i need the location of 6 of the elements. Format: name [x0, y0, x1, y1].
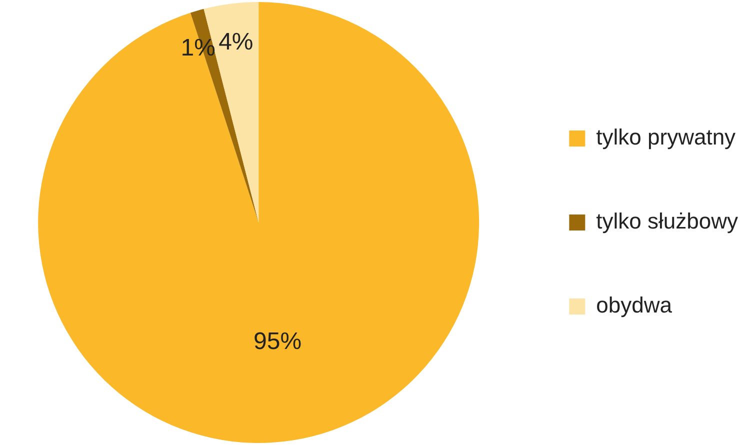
legend-label: tylko prywatny	[596, 124, 736, 150]
legend-label: tylko służbowy	[596, 208, 738, 234]
data-label: 1%	[180, 34, 216, 62]
legend-label: obydwa	[596, 292, 673, 318]
data-label: 4%	[218, 28, 254, 56]
data-label: 95%	[254, 328, 302, 355]
